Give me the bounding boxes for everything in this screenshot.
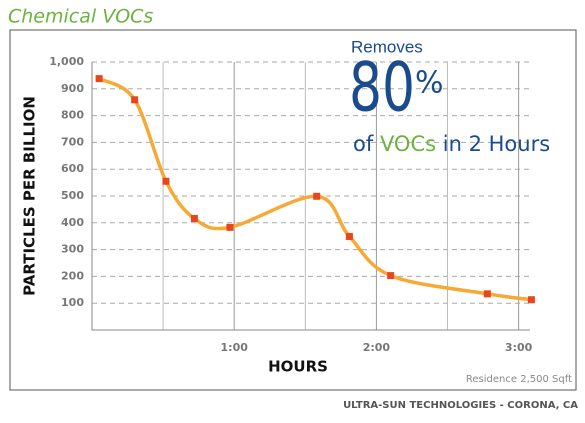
y-tick-label: 600 bbox=[61, 162, 84, 175]
y-tick-label: 900 bbox=[61, 82, 84, 95]
marker bbox=[95, 75, 103, 83]
y-tick-label: 300 bbox=[61, 243, 84, 256]
y-tick-label: 200 bbox=[61, 269, 84, 282]
frame bbox=[9, 29, 577, 391]
marker bbox=[131, 96, 139, 104]
x-tick-label: 1:00 bbox=[221, 341, 249, 354]
chart-title: Chemical VOCs bbox=[8, 6, 153, 28]
y-tick-label: 1,000 bbox=[49, 55, 84, 68]
annotation-line1: Removes bbox=[351, 37, 423, 56]
marker bbox=[226, 223, 234, 231]
marker bbox=[162, 177, 170, 185]
axis bbox=[91, 62, 530, 331]
marker bbox=[345, 232, 353, 240]
annotation-unit: % bbox=[415, 66, 444, 101]
annotation-big: 80 bbox=[349, 49, 415, 128]
line bbox=[97, 76, 534, 302]
y-tick-label: 500 bbox=[61, 189, 84, 202]
marker bbox=[527, 296, 535, 304]
marker bbox=[313, 192, 321, 200]
annotation-post: in 2 Hours bbox=[443, 132, 550, 156]
x-tick-label: 2:00 bbox=[363, 341, 391, 354]
x-axis-label: HOURS bbox=[268, 358, 328, 376]
annotation-pre: of bbox=[353, 132, 374, 156]
footer: ULTRA-SUN TECHNOLOGIES - CORONA, CA bbox=[343, 400, 578, 411]
annotation-highlight: VOCs bbox=[380, 132, 436, 156]
note: Residence 2,500 Sqft bbox=[466, 374, 572, 385]
x-tick-label: 3:00 bbox=[505, 341, 533, 354]
y-tick-label: 400 bbox=[61, 216, 84, 229]
y-axis-label: PARTICLES PER BILLION bbox=[21, 96, 39, 296]
y-tick-label: 700 bbox=[61, 135, 84, 148]
marker bbox=[483, 290, 491, 298]
marker bbox=[387, 272, 395, 280]
annotation-line3: of VOCs in 2 Hours bbox=[353, 132, 550, 156]
y-tick-label: 800 bbox=[61, 109, 84, 122]
marker bbox=[190, 215, 198, 223]
y-tick-label: 100 bbox=[61, 296, 84, 309]
